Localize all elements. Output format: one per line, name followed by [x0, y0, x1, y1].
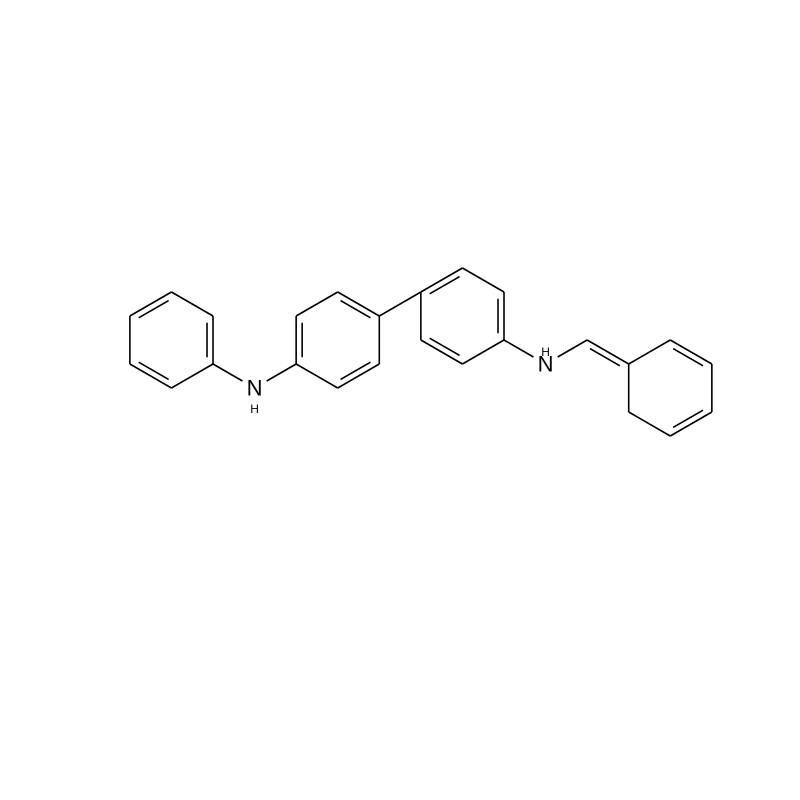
- bond-line: [670, 412, 712, 436]
- bond-line: [338, 364, 380, 388]
- bond-line: [171, 364, 213, 388]
- bond-line: [504, 340, 533, 357]
- bond-line: [629, 412, 671, 436]
- bond-line: [296, 292, 338, 316]
- bond-line: [421, 340, 463, 364]
- bond-line: [213, 364, 242, 381]
- bond-line: [130, 364, 172, 388]
- bond-line: [338, 292, 380, 316]
- bond-line: [130, 292, 172, 316]
- bond-line: [267, 364, 296, 381]
- atom-label-h: H: [541, 345, 550, 359]
- bond-line: [629, 340, 671, 364]
- bond-line: [558, 340, 587, 357]
- atom-label-n: N: [247, 376, 263, 401]
- bond-line: [421, 268, 463, 292]
- bond-line: [462, 268, 504, 292]
- bond-line: [587, 340, 629, 364]
- bond-line: [670, 340, 712, 364]
- bond-line: [171, 292, 213, 316]
- atom-label-h: H: [250, 402, 259, 416]
- molecule-diagram: NHNH: [0, 0, 800, 800]
- bond-line: [296, 364, 338, 388]
- bond-line: [379, 292, 421, 316]
- bond-line: [462, 340, 504, 364]
